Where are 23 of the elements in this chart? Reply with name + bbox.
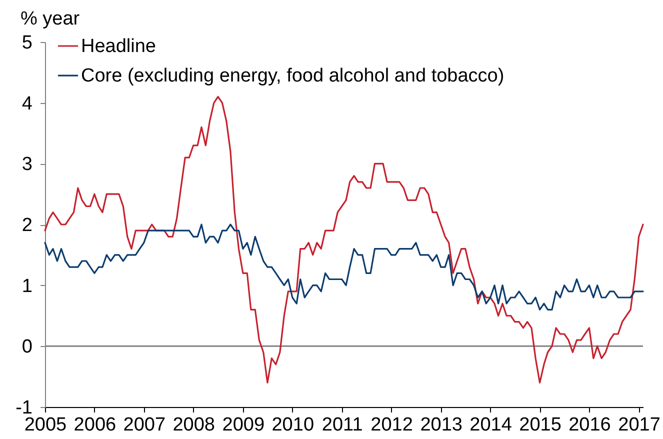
line-series (44, 224, 644, 310)
x-tick-label: 2011 (322, 414, 363, 436)
x-tick-label: 2012 (370, 414, 413, 436)
y-tick-label: 4 (22, 93, 33, 114)
x-tick-label: 2015 (519, 414, 562, 436)
y-tick-label: 5 (22, 32, 32, 54)
x-tick-label: 2014 (470, 414, 512, 436)
y-tick-label: 3 (22, 154, 32, 176)
legend-label: Headline (81, 36, 156, 57)
x-tick-label: 2006 (74, 414, 116, 436)
x-tick-label: 2009 (222, 414, 265, 436)
line-series (44, 96, 644, 384)
x-tick-label: 2010 (272, 414, 314, 436)
x-tick-label: 2007 (123, 414, 166, 436)
x-tick-label: 2008 (172, 414, 215, 436)
y-tick-label: 2 (22, 215, 32, 236)
x-tick-label: 2016 (568, 414, 611, 436)
y-tick-label: 1 (22, 276, 32, 297)
x-tick-label: 2013 (420, 414, 463, 436)
y-tick-label: 0 (22, 336, 32, 358)
legend-label: Core (excluding energy, food alcohol and tobacco) (81, 66, 504, 87)
x-tick-label: 2017 (618, 414, 660, 436)
y-axis-title: % year (20, 8, 80, 30)
